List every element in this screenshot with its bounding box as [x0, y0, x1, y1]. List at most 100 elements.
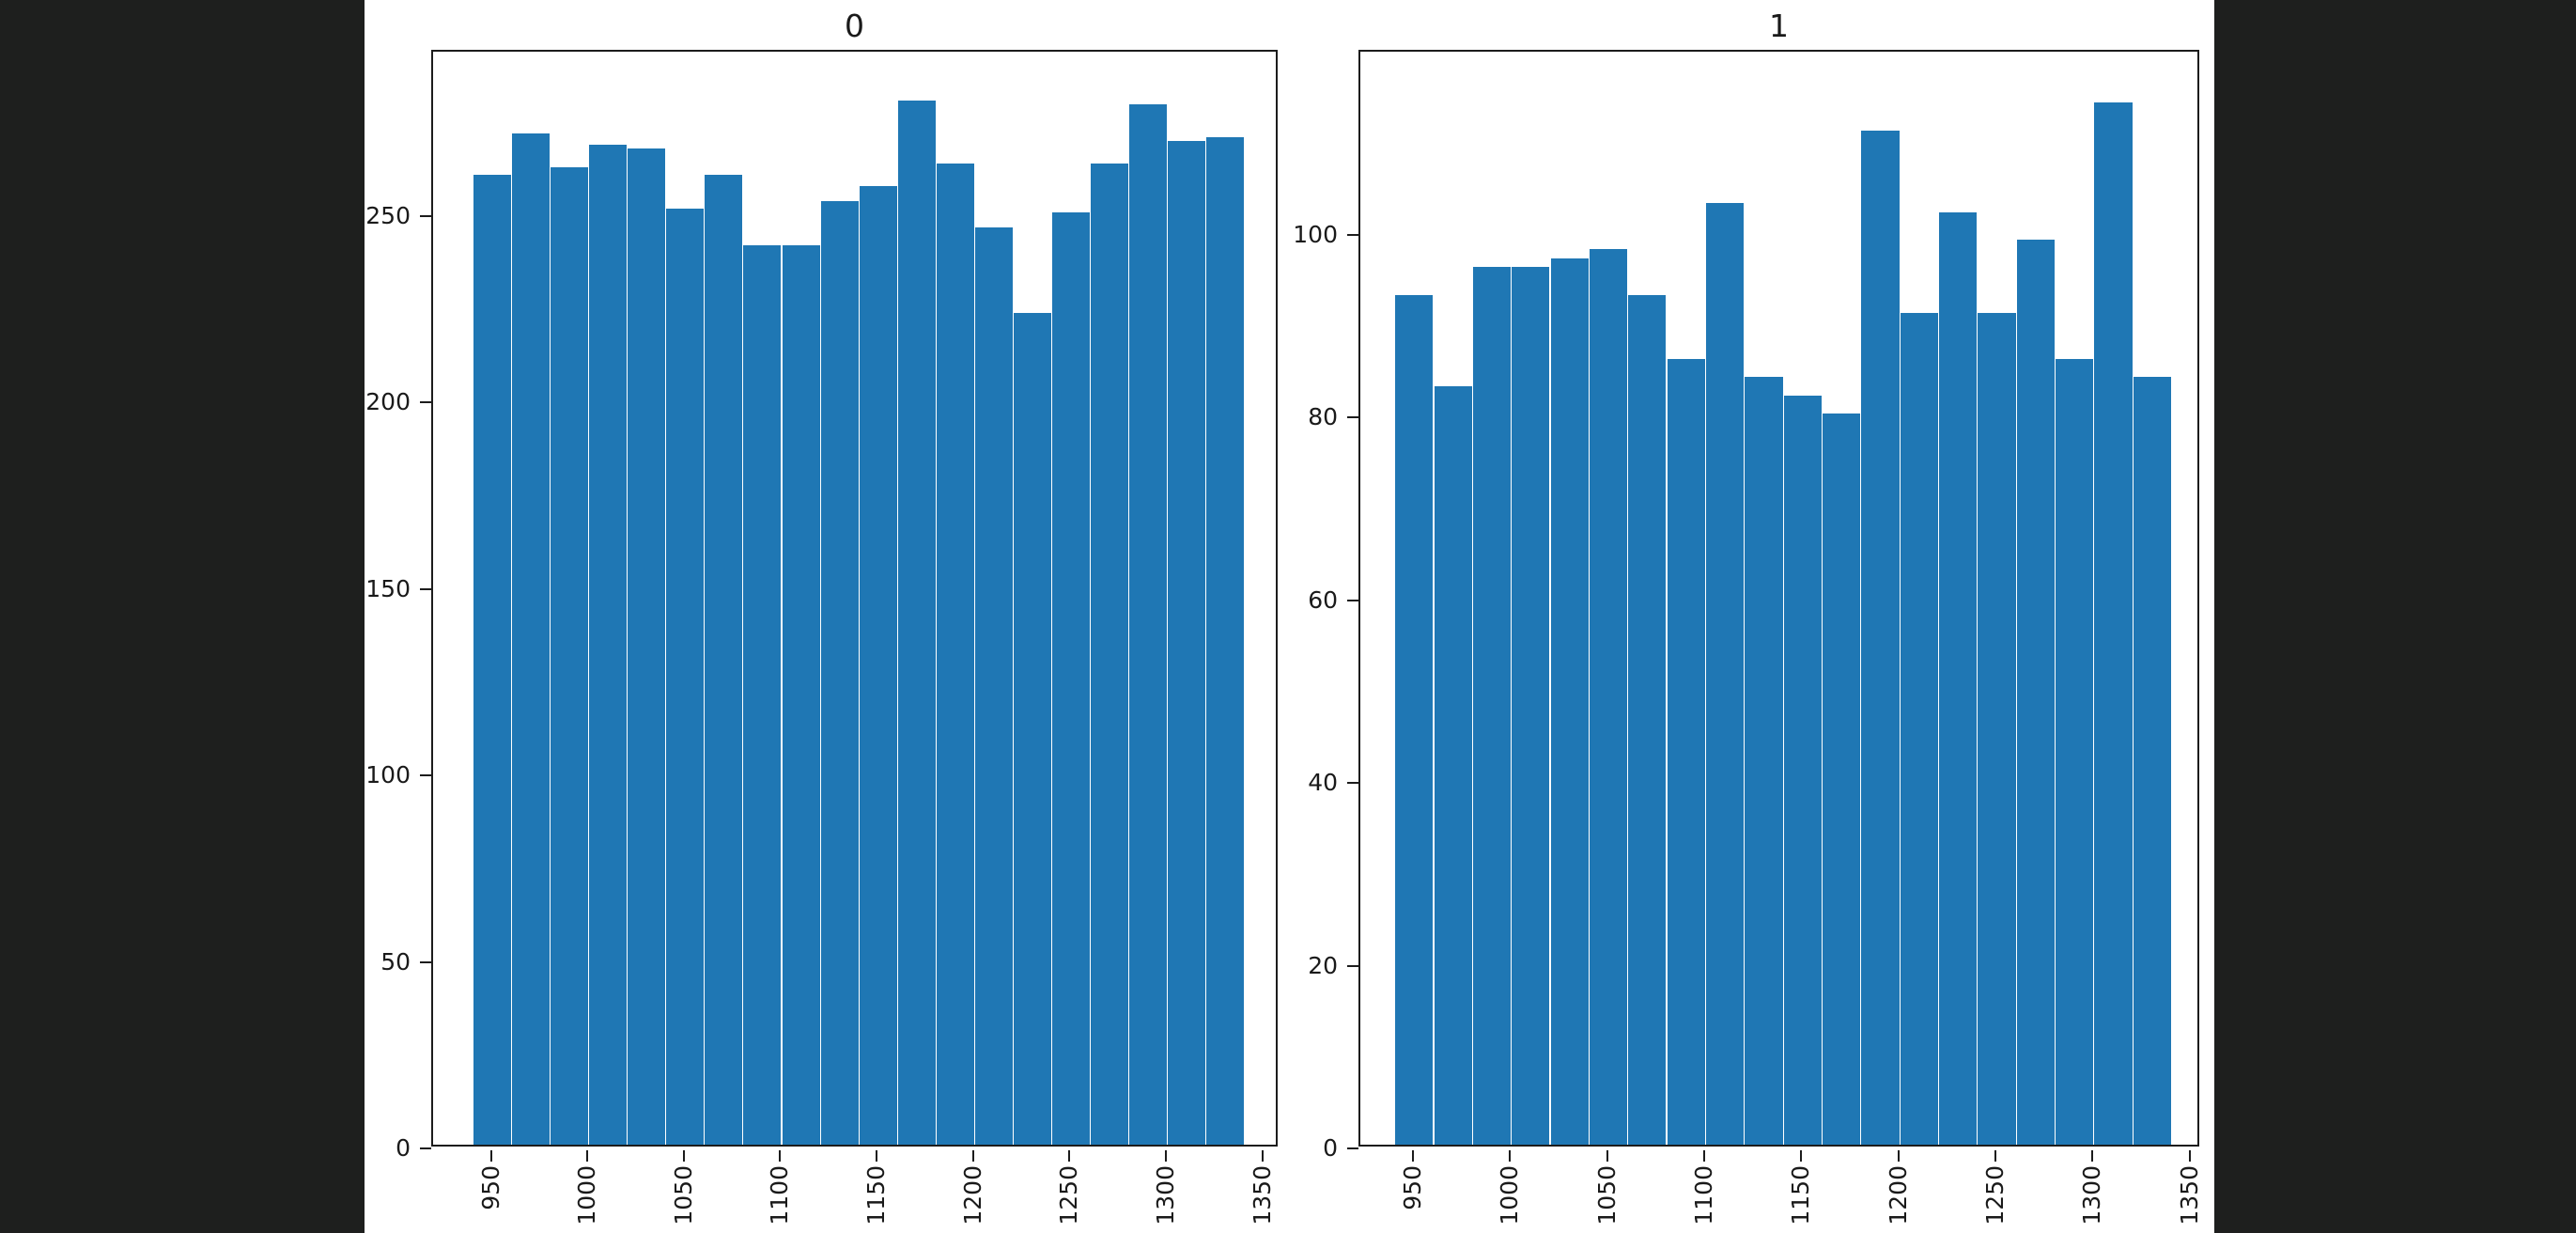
x-tick-label: 950	[476, 1165, 504, 1210]
y-tick-label: 200	[365, 388, 411, 416]
y-tick-mark	[420, 401, 431, 404]
hist-bar	[936, 164, 974, 1145]
subplot-0-title: 0	[845, 8, 864, 44]
hist-bar	[1705, 203, 1745, 1145]
x-tick-label: 1300	[1151, 1165, 1179, 1225]
hist-bar	[820, 200, 859, 1145]
subplot-1-title: 1	[1769, 8, 1789, 44]
x-tick-label: 1100	[766, 1165, 794, 1225]
y-tick-mark	[420, 960, 431, 963]
x-tick-mark	[1897, 1150, 1900, 1162]
hist-bar	[1512, 267, 1550, 1145]
y-tick-mark	[1347, 233, 1358, 236]
x-tick-label: 1150	[1787, 1165, 1815, 1225]
y-tick-label: 250	[365, 201, 411, 229]
hist-bar	[1550, 258, 1589, 1145]
hist-bar	[2056, 358, 2094, 1145]
y-tick-label: 100	[365, 761, 411, 789]
hist-bar	[1090, 164, 1128, 1145]
hist-bar	[473, 175, 512, 1145]
hist-bar	[1628, 294, 1667, 1145]
x-tick-label: 1150	[862, 1165, 891, 1225]
x-tick-mark	[2091, 1150, 2094, 1162]
x-tick-mark	[1068, 1150, 1071, 1162]
x-tick-label: 1000	[573, 1165, 601, 1225]
x-tick-label: 1250	[1055, 1165, 1083, 1225]
x-tick-mark	[1702, 1150, 1705, 1162]
y-tick-mark	[1347, 416, 1358, 418]
hist-bar	[1783, 395, 1822, 1145]
subplot-1-plot-area: 0 20 40 60 80 100 950 1000 1050 1100 1150 1200 1250 1…	[1293, 50, 2203, 1225]
hist-bar	[1206, 137, 1244, 1145]
matplotlib-figure: 0 0 50 100 150 200 250 950 1000 1050 1100 1150 1200…	[365, 0, 2214, 1233]
hist-bar	[1472, 267, 1512, 1145]
y-tick-mark	[420, 214, 431, 217]
hist-bar	[782, 245, 820, 1145]
hist-bar	[1900, 313, 1938, 1145]
hist-bar	[859, 185, 897, 1145]
hist-bar	[1168, 141, 1205, 1145]
hist-bar	[512, 133, 551, 1145]
hist-bar	[1128, 103, 1167, 1145]
x-tick-label: 950	[1398, 1165, 1426, 1210]
x-tick-label: 1350	[2175, 1165, 2203, 1225]
y-tick-label: 50	[380, 947, 411, 975]
y-tick-label: 40	[1308, 769, 1338, 796]
y-tick-mark	[420, 774, 431, 777]
hist-bar	[2016, 240, 2055, 1145]
x-tick-mark	[2188, 1150, 2191, 1162]
x-tick-mark	[779, 1150, 782, 1162]
y-tick-label: 150	[365, 574, 411, 602]
x-tick-label: 1000	[1496, 1165, 1524, 1225]
hist-bar	[1434, 385, 1472, 1145]
hist-bar	[1051, 211, 1090, 1145]
hist-bar	[974, 226, 1013, 1145]
x-tick-label: 1100	[1689, 1165, 1717, 1225]
hist-bar	[1013, 312, 1051, 1145]
hist-bar	[1395, 294, 1434, 1145]
hist-bar	[2094, 102, 2133, 1145]
hist-bar	[1589, 249, 1628, 1145]
x-tick-mark	[1606, 1150, 1608, 1162]
y-tick-mark	[420, 587, 431, 590]
hist-bar	[705, 175, 743, 1145]
y-tick-label: 0	[1323, 1134, 1338, 1162]
x-tick-mark	[586, 1150, 589, 1162]
x-tick-label: 1050	[669, 1165, 697, 1225]
y-tick-mark	[1347, 1147, 1358, 1149]
hist-bar	[1939, 212, 1978, 1145]
y-tick-label: 60	[1308, 585, 1338, 614]
x-tick-mark	[1164, 1150, 1167, 1162]
x-tick-mark	[1261, 1150, 1264, 1162]
x-tick-label: 1250	[1980, 1165, 2009, 1225]
y-tick-label: 100	[1293, 220, 1338, 248]
y-tick-label: 80	[1308, 403, 1338, 430]
subplot-0-plot-area: 0 50 100 150 200 250 950 1000 1050 1100 1150 1200 12…	[365, 50, 1278, 1225]
hist-bar	[666, 208, 705, 1145]
hist-bar	[628, 148, 666, 1145]
hist-bar	[1861, 130, 1900, 1145]
x-tick-mark	[971, 1150, 974, 1162]
x-tick-label: 1200	[958, 1165, 986, 1225]
hist-bar	[897, 100, 936, 1145]
x-tick-mark	[1509, 1150, 1512, 1162]
y-tick-mark	[1347, 599, 1358, 601]
hist-bar	[2133, 377, 2171, 1145]
y-tick-label: 0	[396, 1134, 411, 1162]
hist-bar	[551, 167, 589, 1145]
x-tick-label: 1050	[1592, 1165, 1621, 1225]
hist-bar	[1667, 358, 1705, 1145]
y-tick-label: 20	[1308, 951, 1338, 979]
subplot-0: 0 0 50 100 150 200 250 950 1000 1050 1100 1150 1200…	[365, 8, 1278, 1225]
hist-bar	[1978, 313, 2016, 1145]
hist-bar	[743, 245, 782, 1145]
x-tick-mark	[489, 1150, 492, 1162]
y-tick-mark	[1347, 782, 1358, 784]
subplot-1: 1 0 20 40 60 80 100 950 1000 1050 1100 1150 1200 125…	[1293, 8, 2203, 1225]
hist-bar	[1822, 414, 1861, 1145]
hist-bar	[1745, 377, 1783, 1145]
y-tick-mark	[1347, 964, 1358, 967]
x-tick-label: 1350	[1248, 1165, 1276, 1225]
x-tick-mark	[1994, 1150, 1996, 1162]
